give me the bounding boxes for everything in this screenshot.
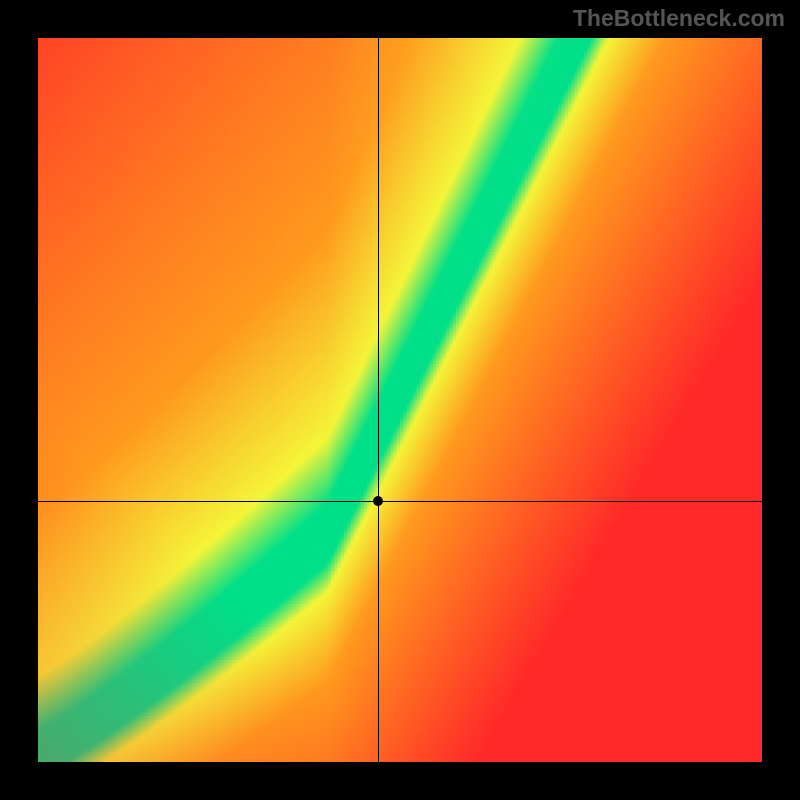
- heatmap-canvas: [38, 38, 762, 762]
- crosshair-horizontal-line: [38, 501, 762, 502]
- crosshair-vertical-line: [378, 38, 379, 762]
- heatmap-plot-area: [38, 38, 762, 762]
- crosshair-point: [373, 496, 383, 506]
- watermark-text: TheBottleneck.com: [573, 5, 785, 32]
